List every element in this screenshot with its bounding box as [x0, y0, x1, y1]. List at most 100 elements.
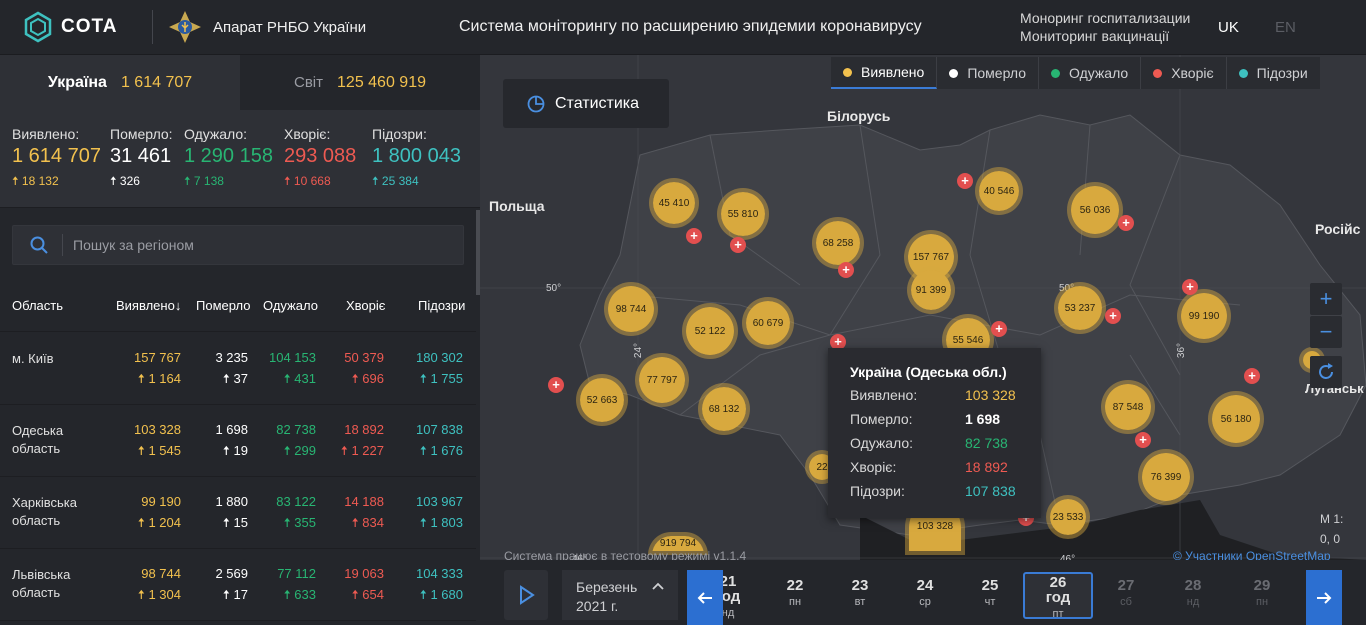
arrow-up-icon: 🠅 — [222, 587, 234, 602]
hospital-cross-icon[interactable]: + — [991, 321, 1007, 337]
hospital-cross-icon[interactable]: + — [957, 173, 973, 189]
case-cluster-marker[interactable]: 40 546 — [975, 167, 1023, 215]
map-coords: 0, 0 — [1320, 532, 1341, 546]
case-cluster-marker[interactable]: 68 258 — [812, 217, 864, 269]
cell-sick-delta-value: 834 — [362, 515, 384, 530]
case-cluster-marker[interactable]: 77 797 — [635, 353, 689, 407]
legend-detected[interactable]: Виявлено — [831, 57, 938, 89]
table-row[interactable]: Львівська область 98 744 🠅 1 304 2 569 🠅 17 7… — [0, 549, 476, 621]
arrow-up-icon: 🠅 — [137, 443, 149, 458]
day-27[interactable]: 27 сб — [1104, 578, 1148, 610]
search-input[interactable] — [73, 233, 453, 257]
cota-logo[interactable]: COTA — [22, 10, 117, 44]
top-links: Моноринг госпитализации Мониторинг вакци… — [1020, 9, 1190, 45]
cell-detected-value: 99 190 — [141, 494, 181, 509]
stat-sick: Хворіє: 293 088 🠅 10 668 — [284, 126, 356, 193]
next-day-button[interactable] — [1306, 570, 1342, 625]
tab-ukraine[interactable]: Україна 1 614 707 — [0, 55, 240, 110]
lang-uk-button[interactable]: UK — [1218, 19, 1239, 36]
hospital-cross-icon[interactable]: + — [686, 228, 702, 244]
col-recovered[interactable]: Одужало — [263, 298, 318, 313]
hospital-cross-icon[interactable]: + — [1118, 215, 1134, 231]
legend-recovered[interactable]: Одужало — [1039, 57, 1142, 89]
col-suspect[interactable]: Підозри — [418, 298, 466, 313]
day-23[interactable]: 23 вт — [838, 578, 882, 610]
cell-suspect-delta-value: 1 676 — [430, 443, 463, 458]
case-cluster-marker[interactable]: 56 036 — [1067, 182, 1123, 238]
legend-suspect[interactable]: Підозри — [1227, 57, 1320, 89]
cell-sick-delta-value: 696 — [362, 371, 384, 386]
legend-died[interactable]: Померло — [937, 57, 1040, 89]
case-cluster-marker[interactable]: 60 679 — [742, 297, 794, 349]
case-cluster-marker[interactable]: 99 190 — [1177, 289, 1231, 343]
vaccination-link[interactable]: Мониторинг вакцинації — [1020, 28, 1170, 44]
cell-recovered-delta: 🠅 299 — [276, 442, 316, 464]
col-died[interactable]: Померло — [196, 298, 251, 313]
cell-detected: 98 744 🠅 1 304 — [138, 566, 181, 608]
hospital-cross-icon[interactable]: + — [730, 237, 746, 253]
tab-world[interactable]: Світ 125 460 919 — [240, 55, 480, 110]
case-cluster-marker[interactable]: 76 399 — [1138, 449, 1194, 505]
month-selector[interactable]: Березень 2021 г. — [562, 570, 678, 620]
hospital-cross-icon[interactable]: + — [1105, 308, 1121, 324]
osm-attribution-link[interactable]: © Участники OpenStreetMap — [1173, 549, 1331, 563]
zoom-in-button[interactable]: + — [1310, 283, 1342, 315]
case-cluster-marker[interactable]: 52 663 — [576, 374, 628, 426]
hospitalization-link[interactable]: Моноринг госпитализации — [1020, 10, 1191, 26]
day-weekday: пн — [788, 596, 802, 608]
case-cluster-marker[interactable]: 23 533 — [1046, 495, 1090, 539]
col-detected[interactable]: Виявлено↓ — [116, 298, 181, 313]
reset-view-button[interactable] — [1310, 356, 1342, 388]
day-29[interactable]: 29 пн — [1240, 578, 1284, 610]
legend-sick[interactable]: Хворіє — [1141, 57, 1227, 89]
hospital-cross-icon[interactable]: + — [830, 334, 846, 350]
day-22[interactable]: 22 пн — [773, 578, 817, 610]
region-name: Харківська область — [12, 495, 77, 528]
hospital-cross-icon[interactable]: + — [1182, 279, 1198, 295]
case-cluster-marker[interactable]: 68 132 — [698, 383, 750, 435]
region-name: Одеська область — [12, 423, 64, 456]
cell-recovered-value: 77 112 — [277, 566, 316, 581]
tooltip-detected-label: Виявлено: — [850, 387, 918, 403]
lang-en-button[interactable]: EN — [1275, 19, 1296, 36]
case-cluster-marker[interactable]: 98 744 — [604, 282, 658, 336]
hospital-cross-icon[interactable]: + — [1244, 368, 1260, 384]
table-row[interactable]: Харківська область 99 190 🠅 1 204 1 880 🠅 15… — [0, 477, 476, 549]
day-number: 24 — [916, 577, 934, 594]
prev-day-button[interactable] — [687, 570, 723, 625]
case-cluster-marker[interactable]: 56 180 — [1208, 391, 1264, 447]
hospital-cross-icon[interactable]: + — [548, 377, 564, 393]
sidebar-scrollbar[interactable] — [476, 210, 480, 295]
rnbo-link[interactable]: Апарат РНБО України — [168, 10, 366, 44]
case-cluster-marker[interactable]: 87 548 — [1101, 380, 1155, 434]
case-cluster-marker[interactable]: 45 410 — [649, 178, 699, 228]
hospital-cross-icon[interactable]: + — [838, 262, 854, 278]
table-row[interactable]: м. Київ 157 767 🠅 1 164 3 235 🠅 37 104 153 🠅 4… — [0, 333, 476, 405]
legend-dot-icon — [1153, 68, 1163, 78]
timeline-bar: Березень 2021 г. 21 год нд 22 пн 23 вт 24 ср 25 чт… — [480, 560, 1366, 625]
cell-suspect: 103 967 🠅 1 803 — [416, 494, 463, 536]
col-sick[interactable]: Хворіє — [346, 298, 386, 313]
col-region[interactable]: Область — [12, 298, 64, 313]
day-25[interactable]: 25 чт — [968, 578, 1012, 610]
search-icon[interactable] — [29, 235, 49, 255]
cell-died-value: 3 235 — [215, 350, 248, 365]
cell-recovered-delta-value: 633 — [294, 587, 316, 602]
arrow-up-icon: 🠅 — [283, 587, 295, 602]
arrow-up-icon: 🠅 — [419, 587, 431, 602]
case-cluster-marker[interactable]: 53 237 — [1054, 282, 1106, 334]
case-cluster-marker[interactable]: 91 399 — [907, 266, 955, 314]
table-row[interactable]: Одеська область 103 328 🠅 1 545 1 698 🠅 19 82… — [0, 405, 476, 477]
play-button[interactable] — [504, 570, 548, 620]
day-28[interactable]: 28 нд — [1171, 578, 1215, 610]
day-24[interactable]: 24 ср — [903, 578, 947, 610]
statistics-button[interactable]: Статистика — [503, 79, 669, 128]
case-cluster-marker[interactable]: 52 122 — [682, 303, 738, 359]
zoom-out-button[interactable]: − — [1310, 316, 1342, 348]
hospital-cross-icon[interactable]: + — [1135, 432, 1151, 448]
case-cluster-marker[interactable]: 55 810 — [717, 188, 769, 240]
stat-died-value: 31 461 — [110, 145, 172, 167]
day-weekday: чт — [984, 596, 996, 608]
day-26[interactable]: 26 год пт — [1023, 572, 1093, 620]
cell-recovered-value: 83 122 — [276, 494, 316, 509]
